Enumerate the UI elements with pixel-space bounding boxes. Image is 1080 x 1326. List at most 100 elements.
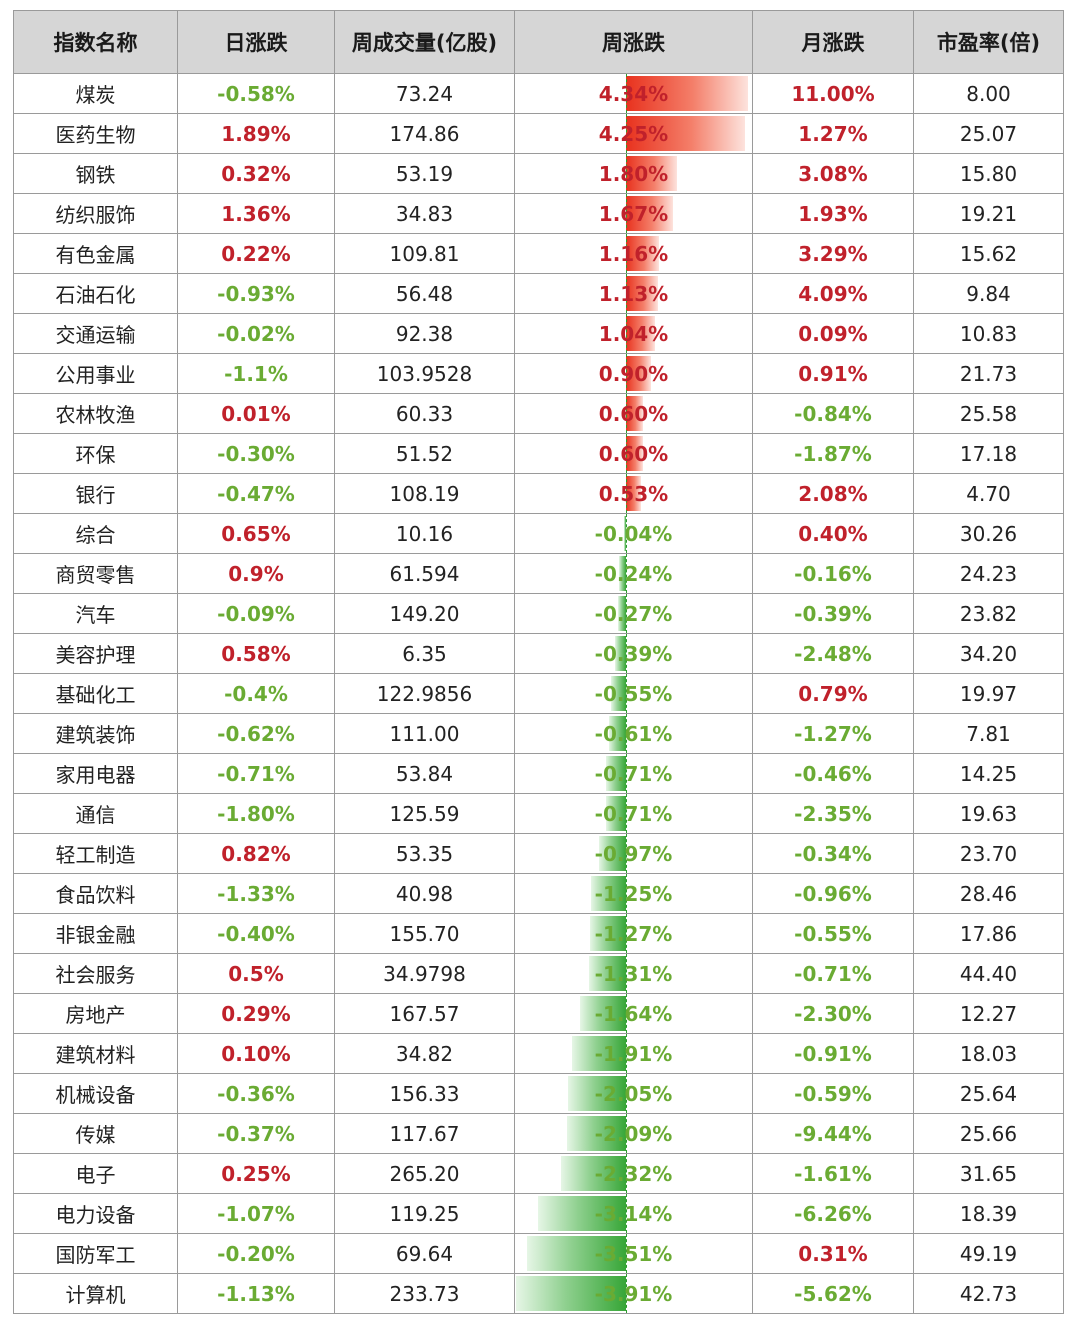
weekly-change-label: -3.14% — [594, 1201, 673, 1226]
cell-index-name: 有色金属 — [13, 233, 178, 274]
table-row: 商贸零售 0.9% 61.594 -0.24% -0.16% 24.23 — [13, 553, 1064, 594]
zero-axis-line — [626, 394, 627, 433]
industry-index-table: 指数名称 日涨跌 周成交量(亿股) 周涨跌 月涨跌 市盈率(倍) 煤炭 -0.58… — [13, 10, 1064, 1314]
cell-weekly-volume: 119.25 — [334, 1193, 515, 1234]
cell-weekly-change: -3.14% — [514, 1193, 753, 1234]
cell-weekly-change: 4.34% — [514, 73, 753, 114]
cell-pe-ratio: 42.73 — [913, 1273, 1064, 1314]
table-row: 非银金融 -0.40% 155.70 -1.27% -0.55% 17.86 — [13, 913, 1064, 954]
cell-weekly-change: 4.25% — [514, 113, 753, 154]
zero-axis-line — [626, 314, 627, 353]
cell-monthly-change: -0.96% — [752, 873, 914, 914]
weekly-change-bar — [608, 716, 626, 751]
cell-weekly-change: 1.16% — [514, 233, 753, 274]
cell-index-name: 公用事业 — [13, 353, 178, 394]
cell-monthly-change: -0.34% — [752, 833, 914, 874]
cell-weekly-change: -0.39% — [514, 633, 753, 674]
cell-daily-change: 0.5% — [177, 953, 335, 994]
cell-weekly-volume: 233.73 — [334, 1273, 515, 1314]
table-body: 煤炭 -0.58% 73.24 4.34% 11.00% 8.00 医药生物 1.89% 174… — [13, 73, 1064, 1314]
cell-index-name: 非银金融 — [13, 913, 178, 954]
weekly-change-bar — [560, 1156, 626, 1191]
cell-monthly-change: -2.35% — [752, 793, 914, 834]
cell-monthly-change: -0.46% — [752, 753, 914, 794]
cell-pe-ratio: 19.97 — [913, 673, 1064, 714]
cell-monthly-change: -2.30% — [752, 993, 914, 1034]
weekly-change-bar — [624, 516, 626, 551]
table-row: 美容护理 0.58% 6.35 -0.39% -2.48% 34.20 — [13, 633, 1064, 674]
zero-axis-line — [626, 994, 627, 1033]
cell-index-name: 农林牧渔 — [13, 393, 178, 434]
cell-daily-change: -0.71% — [177, 753, 335, 794]
table-row: 机械设备 -0.36% 156.33 -2.05% -0.59% 25.64 — [13, 1073, 1064, 1114]
weekly-change-bar — [618, 596, 626, 631]
cell-weekly-change: -0.27% — [514, 593, 753, 634]
cell-daily-change: -0.37% — [177, 1113, 335, 1154]
cell-daily-change: 1.89% — [177, 113, 335, 154]
cell-weekly-volume: 40.98 — [334, 873, 515, 914]
cell-index-name: 房地产 — [13, 993, 178, 1034]
weekly-change-label: -3.91% — [594, 1281, 673, 1306]
cell-weekly-volume: 174.86 — [334, 113, 515, 154]
cell-pe-ratio: 12.27 — [913, 993, 1064, 1034]
cell-weekly-volume: 60.33 — [334, 393, 515, 434]
cell-monthly-change: -2.48% — [752, 633, 914, 674]
weekly-change-bar — [626, 436, 643, 471]
cell-daily-change: -1.33% — [177, 873, 335, 914]
cell-weekly-volume: 53.35 — [334, 833, 515, 874]
cell-daily-change: -0.47% — [177, 473, 335, 514]
cell-pe-ratio: 21.73 — [913, 353, 1064, 394]
zero-axis-line — [626, 1154, 627, 1193]
cell-monthly-change: 2.08% — [752, 473, 914, 514]
cell-daily-change: 0.82% — [177, 833, 335, 874]
weekly-change-label: -0.97% — [594, 841, 673, 866]
cell-daily-change: 0.25% — [177, 1153, 335, 1194]
cell-weekly-volume: 61.594 — [334, 553, 515, 594]
cell-weekly-volume: 34.9798 — [334, 953, 515, 994]
cell-weekly-change: 0.90% — [514, 353, 753, 394]
cell-index-name: 煤炭 — [13, 73, 178, 114]
cell-pe-ratio: 44.40 — [913, 953, 1064, 994]
cell-monthly-change: -0.55% — [752, 913, 914, 954]
cell-pe-ratio: 34.20 — [913, 633, 1064, 674]
cell-daily-change: 0.58% — [177, 633, 335, 674]
cell-weekly-volume: 149.20 — [334, 593, 515, 634]
table-row: 轻工制造 0.82% 53.35 -0.97% -0.34% 23.70 — [13, 833, 1064, 874]
weekly-change-label: -0.24% — [594, 561, 673, 586]
weekly-change-label: -0.71% — [594, 761, 673, 786]
cell-index-name: 电子 — [13, 1153, 178, 1194]
cell-weekly-change: -0.71% — [514, 793, 753, 834]
cell-monthly-change: 11.00% — [752, 73, 914, 114]
header-index-name: 指数名称 — [13, 10, 178, 74]
weekly-change-bar — [579, 996, 626, 1031]
cell-daily-change: -0.02% — [177, 313, 335, 354]
weekly-change-bar — [568, 1076, 626, 1111]
cell-weekly-volume: 117.67 — [334, 1113, 515, 1154]
cell-monthly-change: -0.16% — [752, 553, 914, 594]
weekly-change-bar — [590, 916, 626, 951]
header-daily-change: 日涨跌 — [177, 10, 335, 74]
weekly-change-bar — [527, 1236, 626, 1271]
cell-weekly-change: 1.67% — [514, 193, 753, 234]
cell-index-name: 综合 — [13, 513, 178, 554]
cell-pe-ratio: 25.66 — [913, 1113, 1064, 1154]
cell-pe-ratio: 25.64 — [913, 1073, 1064, 1114]
cell-weekly-change: 0.60% — [514, 433, 753, 474]
header-weekly-change: 周涨跌 — [514, 10, 753, 74]
zero-axis-line — [626, 914, 627, 953]
zero-axis-line — [626, 594, 627, 633]
cell-index-name: 传媒 — [13, 1113, 178, 1154]
cell-daily-change: 0.32% — [177, 153, 335, 194]
cell-index-name: 商贸零售 — [13, 553, 178, 594]
cell-weekly-change: -1.31% — [514, 953, 753, 994]
table-row: 煤炭 -0.58% 73.24 4.34% 11.00% 8.00 — [13, 73, 1064, 114]
table-row: 汽车 -0.09% 149.20 -0.27% -0.39% 23.82 — [13, 593, 1064, 634]
weekly-change-label: -2.32% — [594, 1161, 673, 1186]
cell-weekly-volume: 125.59 — [334, 793, 515, 834]
cell-index-name: 轻工制造 — [13, 833, 178, 874]
cell-pe-ratio: 19.63 — [913, 793, 1064, 834]
cell-index-name: 美容护理 — [13, 633, 178, 674]
cell-index-name: 基础化工 — [13, 673, 178, 714]
cell-daily-change: -0.40% — [177, 913, 335, 954]
cell-weekly-change: -1.64% — [514, 993, 753, 1034]
